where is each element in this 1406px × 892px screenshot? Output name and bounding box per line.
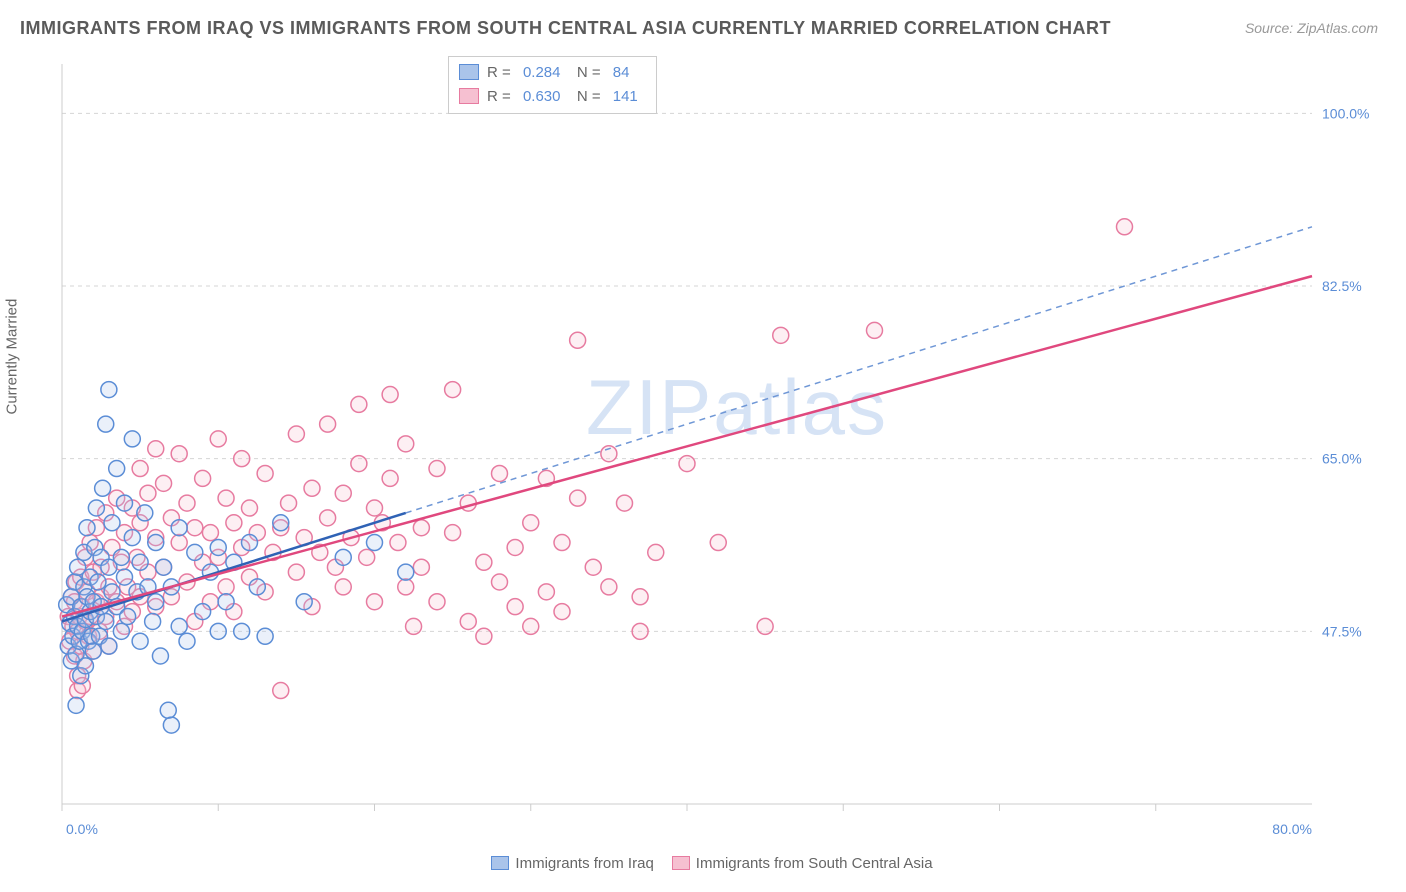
legend-swatch-icon bbox=[491, 856, 509, 870]
n-value: 141 bbox=[613, 88, 638, 105]
svg-text:47.5%: 47.5% bbox=[1322, 623, 1362, 639]
chart-container: 47.5% 65.0% 82.5% 100.0% 0.0% 80.0% ZIPatlas bbox=[44, 50, 1384, 860]
series-legend: Immigrants from Iraq Immigrants from Sout… bbox=[0, 855, 1406, 872]
svg-text:ZIPatlas: ZIPatlas bbox=[586, 363, 888, 451]
correlation-stats-box: R = 0.284 N = 84R = 0.630 N = 141 bbox=[448, 56, 657, 114]
series-swatch-icon bbox=[459, 88, 479, 104]
svg-text:65.0%: 65.0% bbox=[1322, 451, 1362, 467]
legend-label: Immigrants from Iraq bbox=[515, 855, 653, 872]
correlation-chart: 47.5% 65.0% 82.5% 100.0% 0.0% 80.0% ZIPatlas bbox=[44, 50, 1384, 860]
stats-row: R = 0.284 N = 84 bbox=[459, 61, 646, 85]
source-label: Source: ZipAtlas.com bbox=[1245, 20, 1378, 36]
stats-row: R = 0.630 N = 141 bbox=[459, 85, 646, 109]
legend-label: Immigrants from South Central Asia bbox=[696, 855, 933, 872]
svg-text:100.0%: 100.0% bbox=[1322, 105, 1369, 121]
r-value: 0.630 bbox=[523, 88, 561, 105]
svg-text:82.5%: 82.5% bbox=[1322, 278, 1362, 294]
series-swatch-icon bbox=[459, 64, 479, 80]
n-value: 84 bbox=[613, 64, 630, 81]
legend-swatch-icon bbox=[672, 856, 690, 870]
r-value: 0.284 bbox=[523, 64, 561, 81]
chart-title: IMMIGRANTS FROM IRAQ VS IMMIGRANTS FROM … bbox=[20, 18, 1111, 39]
svg-text:0.0%: 0.0% bbox=[66, 821, 98, 837]
y-axis-label: Currently Married bbox=[4, 299, 21, 415]
svg-text:80.0%: 80.0% bbox=[1272, 821, 1312, 837]
